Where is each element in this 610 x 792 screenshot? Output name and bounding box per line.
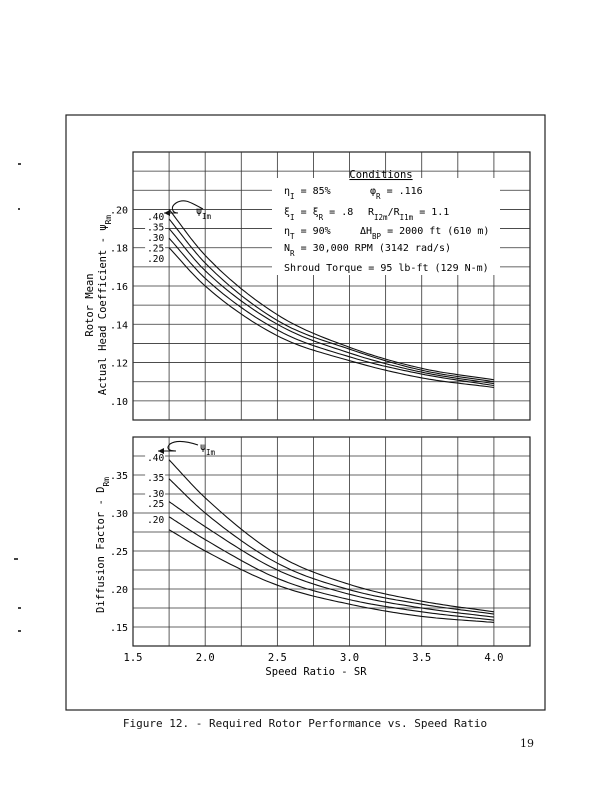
condition-eta-t: ηT = 90%: [284, 226, 331, 241]
bottom-series-label-20: .20: [147, 515, 164, 526]
bottom-series-label-bg: [145, 453, 166, 463]
conditions-box: Conditions ηI = 85% φR = .116 ξI = ξR = …: [272, 169, 500, 275]
top-series-label-bg: [145, 254, 166, 264]
figure-frame: [65, 114, 546, 711]
bottom-series-label-bg: [145, 489, 166, 499]
bottom-series-label-40: .40: [147, 453, 164, 464]
x-axis-label: Speed Ratio - SR: [265, 666, 367, 678]
bottom-series-label-bg: [145, 515, 166, 525]
top-pointer-label: ψIm: [196, 206, 212, 221]
bottom-series-30-line: [168, 501, 494, 618]
margin-mark: [14, 558, 18, 560]
margin-mark: [18, 208, 20, 210]
top-series-label-25: .25: [147, 244, 164, 255]
top-series-25-line: [168, 237, 494, 387]
top-series-label-35: .35: [147, 223, 164, 234]
bottom-series-25-line: [168, 516, 494, 621]
top-series-label-bg: [145, 233, 166, 243]
x-tick-label: 2.5: [268, 652, 287, 664]
top-series-35-line: [168, 218, 494, 383]
bottom-y-tick-label: .25: [110, 547, 128, 558]
bottom-y-tick-label: .35: [110, 471, 128, 482]
bottom-series-40-line: [168, 459, 494, 613]
bottom-y-tick-label: .15: [110, 623, 128, 634]
condition-torque: Shroud Torque = 95 lb-ft (129 N-m): [284, 263, 489, 274]
condition-phi-r: φR = .116: [370, 186, 423, 201]
bottom-pointer-label: ψIm: [200, 442, 216, 457]
figure-caption: Figure 12. - Required Rotor Performance …: [122, 717, 488, 730]
top-series-label-bg: [145, 212, 166, 222]
bottom-y-axis-label: Diffusion Factor - DRm: [95, 477, 111, 613]
top-y-tick-label: .12: [110, 359, 128, 370]
top-y-tick-label: .20: [110, 205, 128, 216]
top-y-axis-label-line1: Rotor Mean: [84, 273, 96, 336]
condition-xi: ξI = ξR = .8: [284, 207, 353, 222]
x-tick-label: 3.0: [340, 652, 359, 664]
top-y-tick-label: .18: [110, 244, 128, 255]
top-series-label-20: .20: [147, 254, 164, 265]
top-series-label-30: .30: [147, 233, 164, 244]
bottom-pointer-arrowhead: [158, 448, 164, 454]
bottom-pointer-arrow: [158, 440, 199, 452]
top-y-tick-label: .14: [110, 320, 128, 331]
bottom-plot: .15.20.25.30.35.40.35.30.25.20: [110, 436, 531, 647]
condition-delta-h: ΔHBP = 2000 ft (610 m): [360, 226, 489, 241]
margin-mark: [18, 163, 21, 165]
x-tick-label: 4.0: [484, 652, 503, 664]
bottom-series-label-35: .35: [147, 473, 164, 484]
bottom-y-tick-label: .20: [110, 585, 128, 596]
conditions-box-bg: [272, 178, 500, 275]
x-tick-label: 3.5: [412, 652, 431, 664]
top-y-axis-label-line2: Actual Head Coefficient - ψRm: [97, 215, 113, 395]
x-tick-labels: 1.5 2.0 2.5 3.0 3.5 4.0: [124, 652, 504, 664]
top-pointer-arrowhead: [164, 210, 170, 216]
bottom-y-tick-label: .30: [110, 509, 128, 520]
top-y-tick-label: .10: [110, 397, 128, 408]
bottom-series-label-25: .25: [147, 499, 164, 510]
bottom-series-label-bg: [145, 473, 166, 483]
top-series-30-line: [168, 228, 494, 385]
bottom-series-label-bg: [145, 499, 166, 509]
bottom-series-35-line: [168, 478, 494, 615]
top-series-40-line: [168, 209, 494, 381]
bottom-series-20-line: [168, 529, 494, 623]
condition-speed: NR = 30,000 RPM (3142 rad/s): [284, 243, 451, 258]
top-series-20-line: [168, 247, 494, 389]
margin-mark: [18, 630, 21, 632]
top-pointer-arrow: [164, 200, 204, 214]
x-tick-label: 1.5: [124, 652, 143, 664]
x-tick-label: 2.0: [196, 652, 215, 664]
conditions-title: Conditions: [349, 169, 412, 181]
condition-eta-i: ηI = 85%: [284, 186, 331, 201]
top-series-label-bg: [145, 222, 166, 233]
margin-mark: [18, 607, 21, 609]
top-series-label-40: .40: [147, 212, 164, 223]
bottom-series-label-30: .30: [147, 489, 164, 500]
top-y-tick-label: .16: [110, 282, 128, 293]
bottom-plot-frame: [132, 436, 531, 647]
top-series-label-bg: [145, 243, 166, 254]
page-number: 19: [520, 737, 534, 750]
condition-radius-ratio: RI2m/RI1m = 1.1: [368, 207, 449, 222]
